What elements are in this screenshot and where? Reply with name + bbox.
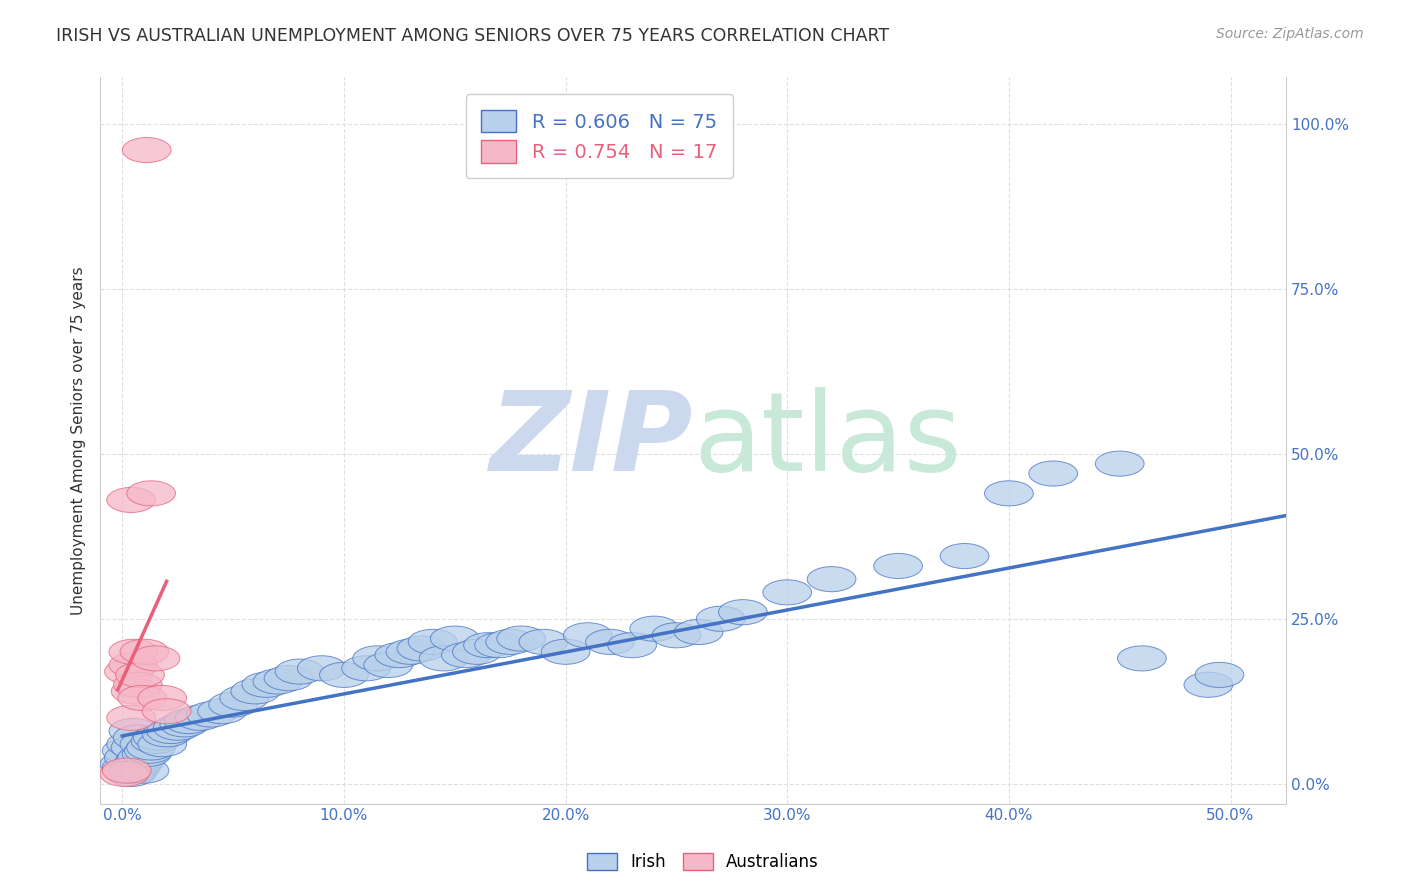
- Ellipse shape: [419, 646, 468, 671]
- Ellipse shape: [408, 630, 457, 655]
- Text: Source: ZipAtlas.com: Source: ZipAtlas.com: [1216, 27, 1364, 41]
- Ellipse shape: [110, 640, 157, 665]
- Ellipse shape: [496, 626, 546, 651]
- Ellipse shape: [134, 725, 183, 750]
- Ellipse shape: [298, 656, 346, 681]
- Ellipse shape: [100, 751, 149, 777]
- Ellipse shape: [114, 751, 162, 777]
- Ellipse shape: [364, 652, 412, 678]
- Ellipse shape: [118, 685, 167, 711]
- Ellipse shape: [104, 745, 153, 770]
- Ellipse shape: [115, 748, 165, 773]
- Ellipse shape: [1184, 673, 1233, 698]
- Ellipse shape: [807, 566, 856, 591]
- Ellipse shape: [107, 706, 156, 731]
- Ellipse shape: [219, 685, 269, 711]
- Ellipse shape: [127, 481, 176, 506]
- Ellipse shape: [1118, 646, 1166, 671]
- Ellipse shape: [131, 729, 180, 754]
- Ellipse shape: [111, 679, 160, 704]
- Ellipse shape: [160, 712, 208, 737]
- Ellipse shape: [264, 665, 314, 690]
- Ellipse shape: [118, 745, 167, 770]
- Ellipse shape: [107, 731, 156, 756]
- Ellipse shape: [120, 758, 169, 783]
- Ellipse shape: [107, 487, 156, 513]
- Ellipse shape: [138, 685, 187, 711]
- Ellipse shape: [342, 656, 391, 681]
- Ellipse shape: [763, 580, 811, 605]
- Ellipse shape: [253, 669, 302, 694]
- Ellipse shape: [127, 735, 176, 760]
- Ellipse shape: [142, 722, 191, 747]
- Ellipse shape: [564, 623, 612, 648]
- Ellipse shape: [104, 659, 153, 684]
- Ellipse shape: [110, 758, 157, 783]
- Ellipse shape: [111, 755, 160, 780]
- Ellipse shape: [115, 663, 165, 688]
- Ellipse shape: [984, 481, 1033, 506]
- Ellipse shape: [138, 731, 187, 756]
- Text: IRISH VS AUSTRALIAN UNEMPLOYMENT AMONG SENIORS OVER 75 YEARS CORRELATION CHART: IRISH VS AUSTRALIAN UNEMPLOYMENT AMONG S…: [56, 27, 890, 45]
- Ellipse shape: [696, 607, 745, 632]
- Ellipse shape: [110, 718, 157, 744]
- Ellipse shape: [103, 755, 150, 780]
- Ellipse shape: [541, 640, 591, 665]
- Ellipse shape: [387, 640, 434, 665]
- Ellipse shape: [114, 673, 162, 698]
- Ellipse shape: [100, 762, 149, 787]
- Ellipse shape: [146, 718, 195, 744]
- Ellipse shape: [519, 630, 568, 655]
- Ellipse shape: [941, 543, 988, 568]
- Ellipse shape: [375, 642, 423, 667]
- Ellipse shape: [675, 619, 723, 645]
- Text: ZIP: ZIP: [489, 387, 693, 494]
- Ellipse shape: [153, 715, 202, 740]
- Ellipse shape: [1029, 461, 1077, 486]
- Ellipse shape: [231, 679, 280, 704]
- Ellipse shape: [104, 758, 153, 783]
- Ellipse shape: [652, 623, 700, 648]
- Ellipse shape: [276, 659, 323, 684]
- Ellipse shape: [464, 632, 512, 657]
- Ellipse shape: [122, 741, 172, 766]
- Ellipse shape: [441, 642, 491, 667]
- Ellipse shape: [585, 630, 634, 655]
- Ellipse shape: [873, 553, 922, 579]
- Legend: Irish, Australians: Irish, Australians: [579, 845, 827, 880]
- Ellipse shape: [242, 673, 291, 698]
- Ellipse shape: [125, 739, 173, 764]
- Ellipse shape: [718, 599, 768, 624]
- Ellipse shape: [103, 739, 150, 764]
- Ellipse shape: [110, 652, 157, 678]
- Ellipse shape: [176, 706, 224, 731]
- Ellipse shape: [103, 758, 150, 783]
- Ellipse shape: [131, 646, 180, 671]
- Ellipse shape: [630, 616, 679, 641]
- Y-axis label: Unemployment Among Seniors over 75 years: Unemployment Among Seniors over 75 years: [72, 266, 86, 615]
- Ellipse shape: [1195, 663, 1244, 688]
- Ellipse shape: [120, 731, 169, 756]
- Ellipse shape: [187, 702, 235, 727]
- Ellipse shape: [120, 640, 169, 665]
- Ellipse shape: [453, 640, 502, 665]
- Ellipse shape: [208, 692, 257, 717]
- Ellipse shape: [1095, 451, 1144, 476]
- Ellipse shape: [107, 762, 156, 787]
- Ellipse shape: [607, 632, 657, 657]
- Ellipse shape: [430, 626, 479, 651]
- Ellipse shape: [198, 698, 246, 723]
- Legend: R = 0.606   N = 75, R = 0.754   N = 17: R = 0.606 N = 75, R = 0.754 N = 17: [465, 95, 733, 178]
- Ellipse shape: [353, 646, 402, 671]
- Ellipse shape: [396, 636, 446, 661]
- Ellipse shape: [486, 630, 534, 655]
- Ellipse shape: [475, 632, 523, 657]
- Ellipse shape: [165, 708, 214, 733]
- Ellipse shape: [142, 698, 191, 723]
- Ellipse shape: [122, 137, 172, 162]
- Text: atlas: atlas: [693, 387, 962, 494]
- Ellipse shape: [114, 725, 162, 750]
- Ellipse shape: [111, 735, 160, 760]
- Ellipse shape: [319, 663, 368, 688]
